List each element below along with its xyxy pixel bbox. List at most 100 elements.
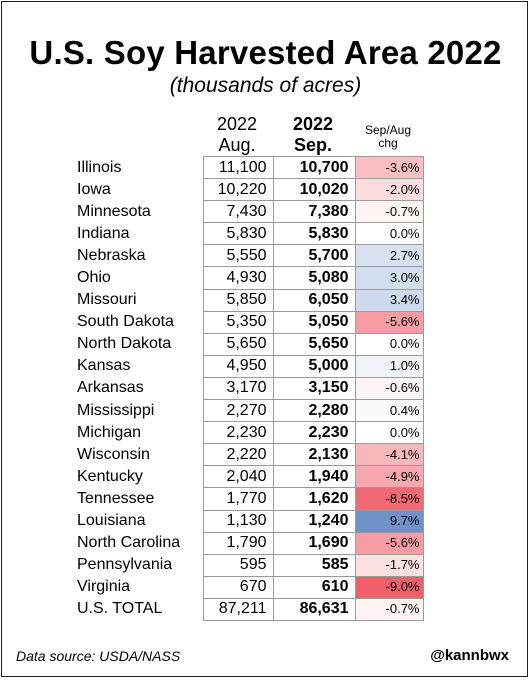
header-aug-month: Aug. (218, 135, 256, 155)
data-source: Data source: USDA/NASS (16, 648, 181, 664)
chg-value: -4.9% (354, 465, 424, 489)
sep-value: 5,050 (272, 310, 356, 334)
aug-value: 2,270 (202, 399, 274, 423)
chg-value: 1.0% (354, 354, 424, 378)
aug-value: 670 (202, 575, 274, 599)
table-row: Arkansas 3,170 3,150 -0.6% (77, 376, 424, 401)
table-row: Virginia 670 610 -9.0% (77, 575, 424, 599)
aug-value: 5,650 (202, 332, 274, 356)
state-name: Michigan (77, 423, 142, 441)
state-name: Minnesota (77, 202, 151, 220)
chg-value: 3.4% (354, 288, 424, 312)
sep-value: 1,940 (272, 465, 356, 489)
aug-value: 595 (202, 553, 274, 577)
state-name: Ohio (77, 269, 111, 287)
state-name: South Dakota (77, 313, 174, 331)
sep-value: 2,130 (272, 443, 356, 467)
author-handle: @kannbwx (430, 647, 509, 664)
sep-value: 10,020 (272, 178, 356, 202)
state-name: Virginia (77, 578, 131, 596)
table-row: Tennessee 1,770 1,620 -8.5% (77, 487, 424, 511)
state-name: North Dakota (77, 335, 172, 353)
table-row: Kentucky 2,040 1,940 -4.9% (77, 465, 424, 489)
state-name: North Carolina (77, 534, 181, 552)
aug-value: 1,770 (202, 487, 274, 511)
chg-value: -5.6% (354, 310, 424, 334)
sep-value: 10,700 (272, 155, 356, 180)
chg-value: -0.7% (354, 200, 424, 224)
aug-value: 2,220 (202, 443, 274, 467)
state-name: Nebraska (77, 246, 146, 264)
table-row: North Dakota 5,650 5,650 0.0% (77, 332, 424, 356)
aug-value: 2,040 (202, 465, 274, 489)
header-sep: 2022 Sep. (273, 114, 353, 156)
state-name: Missouri (77, 291, 137, 309)
aug-value: 4,950 (202, 354, 274, 378)
aug-value: 1,790 (202, 531, 274, 555)
sep-value: 5,700 (272, 244, 356, 268)
state-name: Arkansas (77, 379, 144, 397)
aug-value: 10,220 (202, 178, 274, 202)
header-sep-month: Sep. (293, 135, 332, 155)
page-subtitle: (thousands of acres) (169, 74, 362, 97)
table-row: Michigan 2,230 2,230 0.0% (77, 421, 424, 445)
state-name: Louisiana (77, 512, 146, 530)
chg-value: -0.6% (354, 376, 424, 401)
sep-value: 7,380 (272, 200, 356, 224)
aug-value: 5,550 (202, 244, 274, 268)
sep-value: 6,050 (272, 288, 356, 312)
table-row: Kansas 4,950 5,000 1.0% (77, 354, 424, 378)
header-chg-line2: chg (378, 136, 398, 150)
state-name: Kansas (77, 357, 131, 375)
sep-value: 610 (272, 575, 356, 599)
state-name: Illinois (77, 158, 122, 176)
table-body: Illinois 11,100 10,700 -3.6% Iowa 10,220 10,02… (77, 155, 424, 621)
aug-value: 87,211 (202, 597, 274, 621)
sep-value: 1,240 (272, 509, 356, 533)
table-row: Minnesota 7,430 7,380 -0.7% (77, 200, 424, 224)
chg-value: -8.5% (354, 487, 424, 511)
chg-value: -9.0% (354, 575, 424, 599)
table-row: South Dakota 5,350 5,050 -5.6% (77, 310, 424, 334)
header-chg-line1: Sep/Aug (364, 123, 412, 137)
table-row: Wisconsin 2,220 2,130 -4.1% (77, 443, 424, 467)
sep-value: 5,000 (272, 354, 356, 378)
chg-value: -5.6% (354, 531, 424, 555)
table-row: Mississippi 2,270 2,280 0.4% (77, 399, 424, 423)
chg-value: -1.7% (354, 553, 424, 577)
chg-value: 2.7% (354, 244, 424, 268)
page-title: U.S. Soy Harvested Area 2022 (29, 34, 502, 71)
sep-value: 5,650 (272, 332, 356, 356)
state-name: U.S. TOTAL (77, 600, 163, 618)
table-row: Pennsylvania 595 585 -1.7% (77, 553, 424, 577)
aug-value: 5,830 (202, 222, 274, 246)
sep-value: 5,830 (272, 222, 356, 246)
chg-value: -4.1% (354, 443, 424, 467)
aug-value: 3,170 (202, 376, 274, 401)
sep-value: 2,280 (272, 399, 356, 423)
chg-value: -2.0% (354, 178, 424, 202)
chg-value: -0.7% (354, 597, 424, 621)
state-name: Wisconsin (77, 445, 150, 463)
aug-value: 5,850 (202, 288, 274, 312)
table-row: Indiana 5,830 5,830 0.0% (77, 222, 424, 246)
data-table: Illinois 11,100 10,700 -3.6% Iowa 10,220 10,02… (77, 155, 424, 621)
table-row: Nebraska 5,550 5,700 2.7% (77, 244, 424, 268)
state-name: Iowa (77, 180, 111, 198)
sep-value: 1,690 (272, 531, 356, 555)
table-row: Iowa 10,220 10,020 -2.0% (77, 178, 424, 202)
table-row: Ohio 4,930 5,080 3.0% (77, 266, 424, 290)
table-row: Louisiana 1,130 1,240 9.7% (77, 509, 424, 533)
aug-value: 2,230 (202, 421, 274, 445)
state-name: Mississippi (77, 401, 155, 419)
sep-value: 86,631 (272, 597, 356, 621)
state-name: Tennessee (77, 489, 155, 507)
header-sep-year: 2022 (292, 114, 334, 134)
chg-value: 9.7% (354, 509, 424, 533)
sep-value: 585 (272, 553, 356, 577)
header-aug: 2022 Aug. (203, 114, 271, 156)
sep-value: 3,150 (272, 376, 356, 401)
chg-value: 3.0% (354, 266, 424, 290)
header-chg: Sep/Aug chg (354, 124, 422, 150)
aug-value: 1,130 (202, 509, 274, 533)
